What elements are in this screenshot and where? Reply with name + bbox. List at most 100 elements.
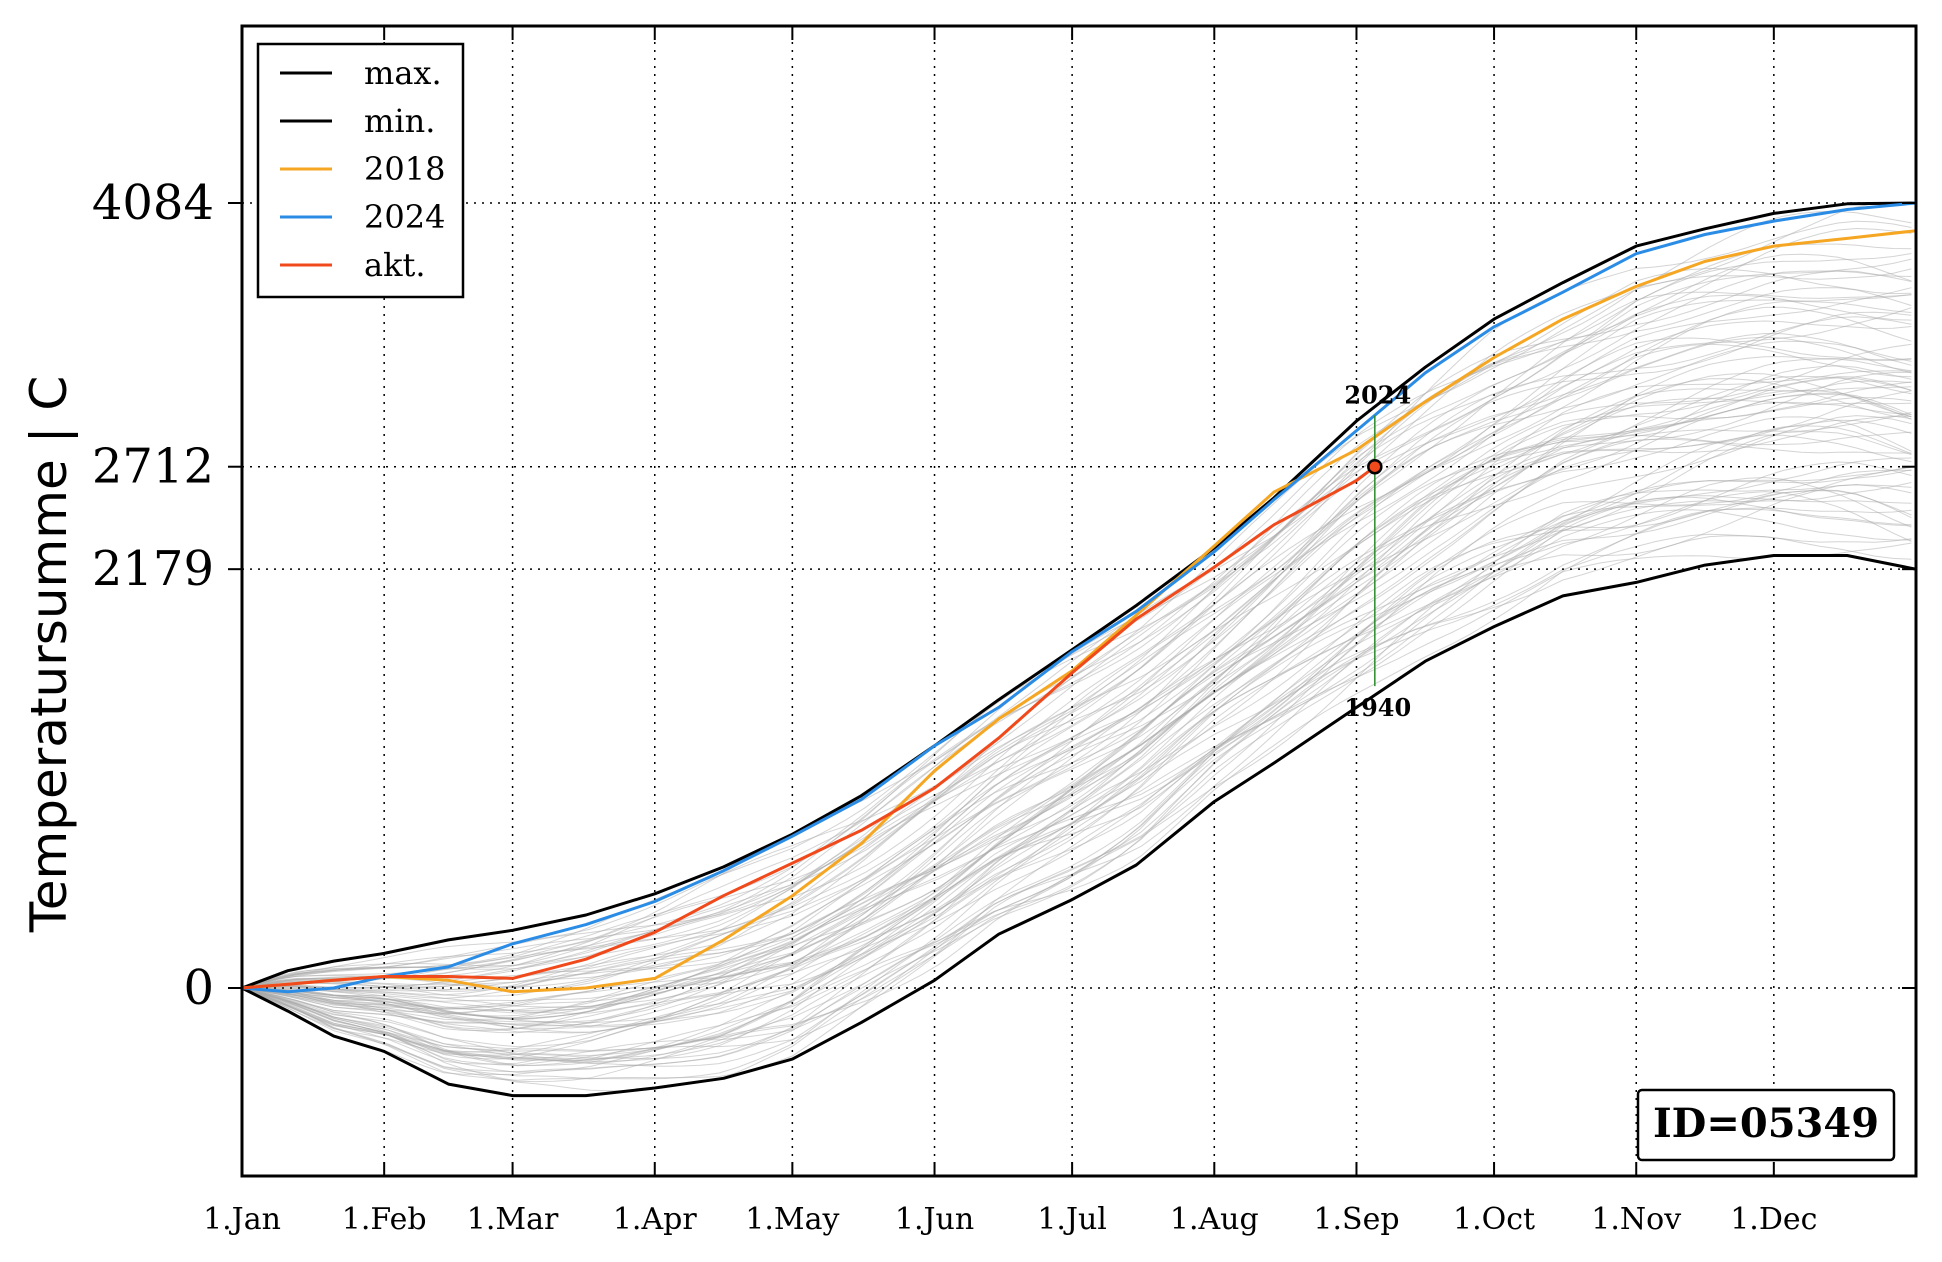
background-year-line [241, 253, 1912, 989]
background-year-line [241, 378, 1912, 1009]
y-tick-label: 4084 [92, 175, 214, 231]
current-point-marker [1367, 458, 1383, 475]
series-line-akt [241, 465, 1376, 990]
background-year-line [241, 268, 1912, 989]
background-year-line [241, 210, 1912, 989]
background-year-line [241, 469, 1912, 1061]
background-year-line [241, 307, 1912, 989]
x-tick-label: 1.May [745, 1202, 839, 1237]
x-tick-label: 1.Jun [895, 1202, 974, 1237]
x-tick-label: 1.Feb [342, 1202, 427, 1237]
background-year-line [241, 300, 1912, 999]
annotation-2024: 2024 [1344, 380, 1411, 409]
y-tick-label: 0 [183, 960, 214, 1016]
background-year-line [241, 381, 1912, 1025]
background-year-line [241, 457, 1912, 1062]
legend-label: akt. [364, 246, 426, 284]
background-year-line [241, 294, 1912, 989]
background-year-line [241, 461, 1912, 1067]
background-year-line [241, 294, 1912, 990]
y-axis-label: Temperatursumme | C [20, 376, 78, 934]
id-box: ID=05349 [1636, 1088, 1896, 1162]
background-year-line [241, 415, 1912, 1048]
background-year-line [241, 508, 1912, 1076]
annotation-1940: 1940 [1344, 693, 1411, 722]
background-year-line [241, 253, 1912, 989]
background-year-line [241, 392, 1912, 1020]
background-year-lines [241, 202, 1912, 1092]
y-tick-label: 2179 [92, 541, 214, 597]
background-year-line [241, 375, 1912, 1017]
background-year-line [241, 202, 1912, 989]
background-year-line [241, 287, 1912, 989]
background-year-line [241, 227, 1912, 989]
legend-label: 2018 [364, 150, 445, 188]
background-year-line [241, 371, 1912, 1027]
x-tick-label: 1.Oct [1453, 1202, 1535, 1237]
background-year-line [241, 390, 1912, 1034]
legend-label: 2024 [364, 198, 445, 236]
annotations: 2024 1940 [1344, 380, 1411, 722]
background-year-line [241, 332, 1912, 991]
x-tick-label: 1.Sep [1313, 1202, 1399, 1237]
background-year-line [241, 396, 1912, 1014]
y-tick-label: 2712 [92, 439, 214, 495]
background-year-line [241, 411, 1912, 1024]
x-tick-label: 1.Aug [1170, 1202, 1259, 1237]
series-line-min [241, 554, 1917, 1098]
id-label: ID=05349 [1653, 1100, 1879, 1147]
background-year-line [241, 438, 1912, 1028]
plot-frame [240, 24, 1918, 1178]
x-tick-label: 1.Dec [1730, 1202, 1817, 1237]
background-year-line [241, 337, 1912, 989]
id-box-frame [1636, 1088, 1896, 1162]
background-year-line [241, 243, 1912, 989]
background-year-line [241, 377, 1912, 1021]
legend: max. min. 2018 2024 akt. [256, 42, 465, 299]
background-year-line [241, 358, 1912, 1020]
background-year-line [241, 509, 1912, 1067]
background-year-line [241, 356, 1912, 1015]
background-year-line [241, 482, 1912, 1063]
legend-label: min. [364, 102, 435, 140]
series-lines [241, 201, 1917, 1098]
background-year-line [241, 476, 1912, 1065]
background-year-line [241, 258, 1912, 989]
background-year-line [241, 287, 1912, 991]
background-year-line [241, 270, 1912, 989]
series-line-2018 [241, 229, 1917, 994]
background-year-line [241, 484, 1912, 1083]
x-tick-label: 1.Nov [1591, 1202, 1681, 1237]
background-year-line [241, 365, 1912, 1030]
x-axis-ticks: 1.Jan 1.Feb 1.Mar 1.Apr 1.May 1.Jun 1.Jul 1.Aug… [203, 26, 1817, 1237]
background-year-line [241, 336, 1912, 992]
background-year-line [241, 401, 1912, 1032]
background-year-line [241, 343, 1912, 1008]
legend-label: max. [364, 54, 442, 92]
background-year-line [241, 535, 1912, 1081]
background-year-line [241, 431, 1912, 1027]
background-year-line [241, 434, 1912, 1053]
background-year-line [241, 380, 1912, 1012]
background-year-line [241, 270, 1912, 989]
x-tick-label: 1.Jul [1037, 1202, 1107, 1237]
y-axis-ticks: 0 2179 2712 4084 [92, 175, 1916, 1016]
background-year-line [241, 376, 1912, 1014]
background-year-line [241, 484, 1912, 1057]
x-tick-label: 1.Mar [467, 1202, 559, 1237]
x-tick-label: 1.Jan [203, 1202, 281, 1237]
background-year-line [241, 533, 1912, 1080]
background-year-line [241, 372, 1912, 1010]
background-year-line [241, 542, 1912, 1092]
background-year-line [241, 466, 1912, 1064]
x-tick-label: 1.Apr [613, 1202, 697, 1237]
background-year-line [241, 340, 1912, 997]
series-line-max [241, 201, 1917, 990]
background-year-line [241, 370, 1912, 1002]
background-year-line [241, 507, 1912, 1073]
background-year-line [241, 416, 1912, 1034]
background-year-line [241, 469, 1912, 1052]
background-year-line [241, 491, 1912, 1066]
series-line-2024 [241, 201, 1917, 994]
